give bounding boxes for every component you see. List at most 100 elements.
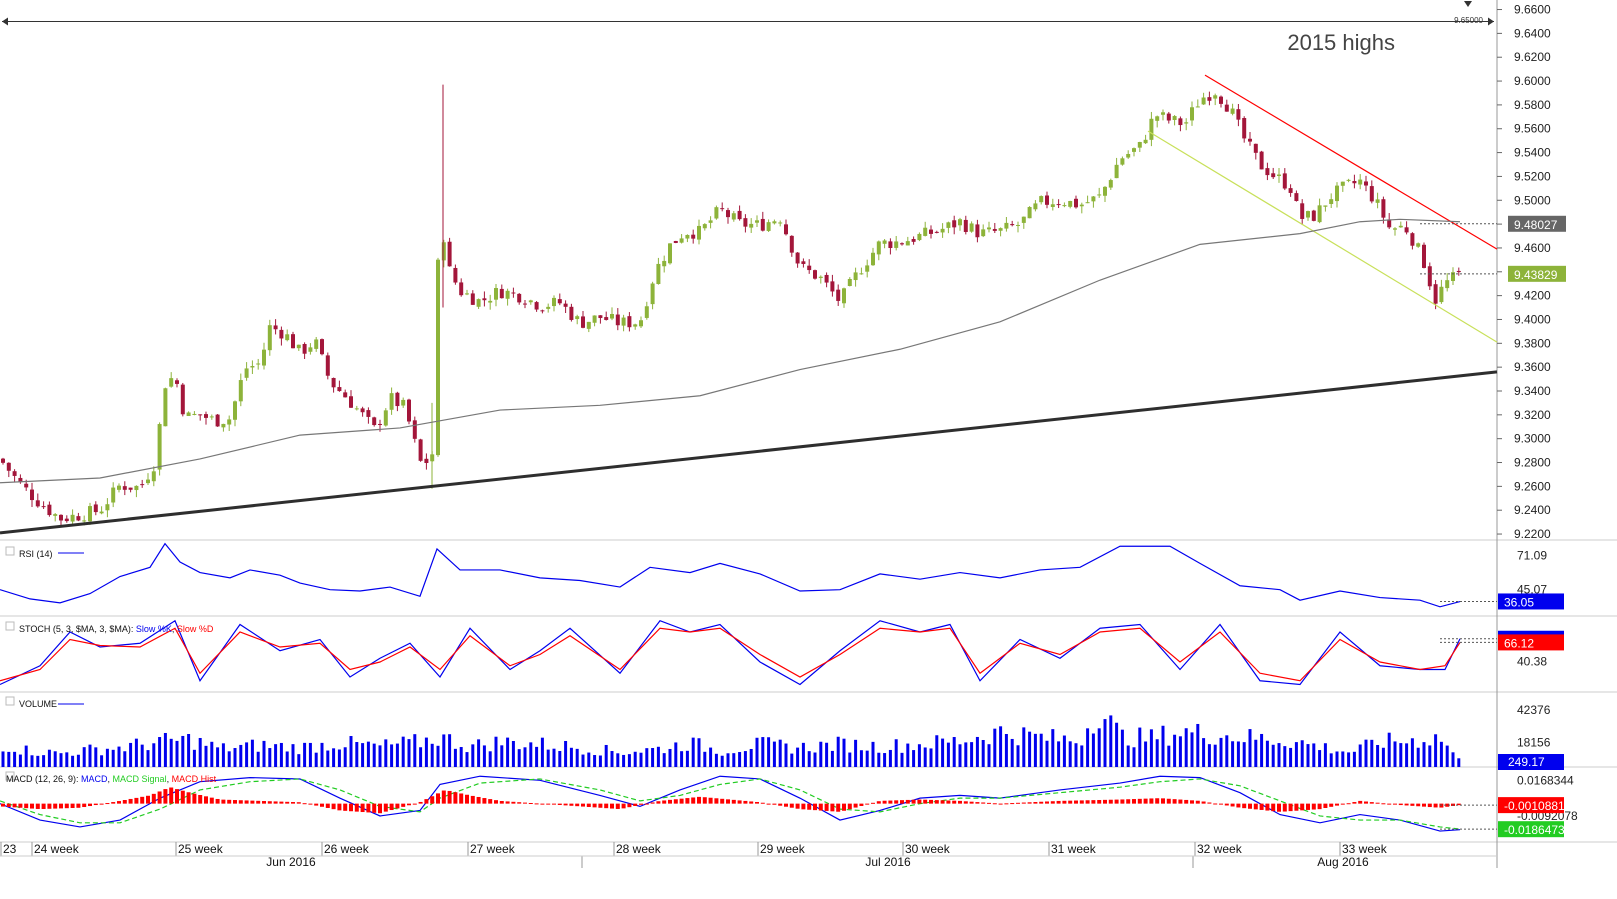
lower-channel [1147, 130, 1498, 343]
candle-body [1079, 204, 1084, 207]
candle-body [140, 484, 145, 486]
candle-body [1300, 203, 1305, 219]
volume-bar [453, 748, 457, 767]
macd-hist-bar [992, 803, 997, 805]
macd-hist-bar [1039, 801, 1044, 804]
candle-body [233, 401, 237, 420]
macd-hist-bar [656, 801, 661, 804]
candle-body [267, 325, 272, 351]
candle-body [1213, 95, 1218, 99]
macd-hist-bar [1045, 801, 1049, 804]
candle-body [459, 282, 464, 296]
candle-body [639, 320, 643, 327]
volume-bar [511, 741, 515, 767]
macd-hist-bar [981, 802, 986, 804]
candle-body [93, 504, 98, 513]
volume-bar [152, 743, 156, 767]
volume-bar [662, 753, 666, 767]
volume-tag-box [1498, 754, 1564, 770]
volume-bar [204, 745, 208, 767]
price-tick-label: 9.4600 [1514, 241, 1551, 255]
macd-hist-bar [233, 800, 237, 804]
volume-bar [372, 743, 376, 767]
candle-body [894, 241, 899, 248]
macd-hist-bar [1352, 802, 1357, 804]
volume-bar [796, 747, 800, 767]
candle-body [737, 210, 742, 220]
candle-body [499, 288, 504, 299]
candle-body [1253, 143, 1258, 153]
macd-hist-bar [430, 796, 435, 804]
candle-body [505, 290, 510, 299]
rsi-tick-label: 71.09 [1517, 548, 1547, 562]
candle-body [911, 238, 916, 242]
price-tick-label: 9.6600 [1514, 3, 1551, 17]
macd-hist-bar [180, 790, 185, 804]
month-label: Jul 2016 [865, 855, 911, 869]
macd-hist-bar [726, 799, 730, 804]
macd-hist-bar [650, 802, 655, 804]
volume-bar [1376, 744, 1380, 767]
macd-hist-bar [1184, 799, 1189, 804]
candle-body [1364, 181, 1368, 186]
week-label: 33 week [1342, 842, 1388, 856]
macd-hist-bar [41, 803, 46, 809]
candle-body [76, 516, 81, 521]
volume-bar [1207, 744, 1211, 767]
candle-body [1068, 200, 1073, 207]
candle-body [209, 416, 214, 418]
macd-hist-bar [789, 803, 794, 808]
volume-bar [761, 737, 765, 767]
candle-body [859, 273, 864, 275]
candle-body [1137, 142, 1142, 148]
candle-body [146, 479, 150, 484]
macd-hist-bar [441, 790, 446, 804]
macd-hist-bar [209, 797, 214, 804]
volume-bar [830, 750, 834, 767]
macd-hist-bar [534, 803, 539, 805]
volume-bar [94, 747, 98, 767]
volume-bar [442, 734, 446, 767]
volume-bar [941, 738, 945, 767]
week-label: 30 week [905, 842, 951, 856]
macd-hist-bar [1422, 803, 1426, 807]
indicator-tag-box [1498, 593, 1564, 610]
candle-body [111, 487, 116, 503]
candle-body [836, 289, 841, 301]
volume-bar [697, 738, 701, 767]
macd-hist-bar [511, 801, 516, 804]
candle-body [1439, 286, 1444, 303]
candle-body [963, 219, 968, 232]
volume-bar [1173, 734, 1177, 767]
macd-hist-bar [320, 803, 324, 807]
volume-tick-label: 18156 [1517, 736, 1551, 750]
candle-body [929, 229, 933, 234]
candle-body [1056, 204, 1061, 206]
macd-hist-bar [482, 798, 487, 804]
macd-hist-bar [557, 803, 562, 805]
volume-bar [105, 748, 109, 767]
candle-body [615, 314, 620, 326]
volume-bar [569, 747, 573, 767]
volume-bar [801, 742, 805, 767]
week-label: 23 [3, 842, 17, 856]
macd-hist-bar [1277, 803, 1281, 812]
volume-bar [865, 750, 869, 767]
macd-hist-bar [378, 803, 382, 814]
macd-hist-bar [151, 793, 156, 804]
macd-hist-bar [813, 803, 817, 811]
volume-bar [297, 754, 301, 767]
macd-hist-bar [1132, 799, 1136, 804]
candle-body [540, 310, 545, 312]
volume-bar [859, 750, 863, 767]
macd-hist-bar [1108, 799, 1113, 804]
candle-body [296, 344, 301, 349]
indicator-tag-label: 66.12 [1504, 636, 1534, 650]
week-label: 25 week [178, 842, 224, 856]
macd-hist-bar [958, 800, 962, 804]
candle-body [685, 234, 690, 239]
volume-bar [1016, 745, 1020, 767]
volume-bar [1341, 751, 1345, 767]
macd-hist-bar [407, 803, 411, 806]
macd-hist-bar [743, 800, 748, 804]
